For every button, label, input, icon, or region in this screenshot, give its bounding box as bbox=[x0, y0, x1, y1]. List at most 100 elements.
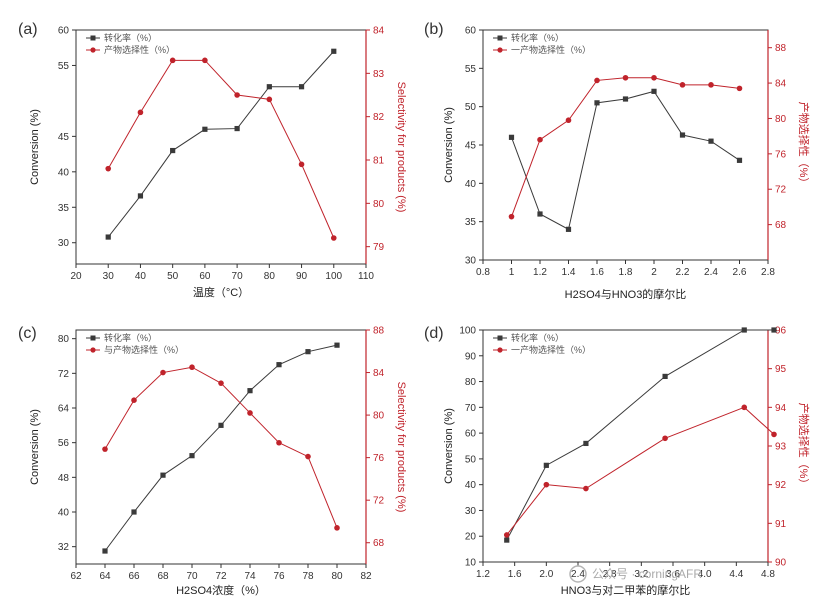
data-point-conversion bbox=[565, 226, 572, 232]
panel-label: (b) bbox=[424, 21, 444, 38]
panel-c: (c) 62 64 66 68 70 72 74 76 78 80 82 32 40 48 56 64 72 80 6… bbox=[18, 325, 407, 597]
data-point-selectivity bbox=[565, 117, 572, 124]
legend-label: 产物选择性（%） bbox=[104, 44, 175, 55]
y-left-tick-label: 45 bbox=[465, 141, 477, 152]
y-left-tick-label: 60 bbox=[465, 26, 477, 37]
y-right-tick-label: 96 bbox=[775, 326, 787, 337]
data-point-selectivity bbox=[102, 446, 108, 452]
data-point-conversion bbox=[189, 453, 195, 459]
data-point-selectivity bbox=[202, 57, 208, 64]
data-point-conversion bbox=[305, 349, 311, 355]
data-point-selectivity bbox=[160, 369, 166, 376]
y-right-tick-label: 83 bbox=[373, 69, 385, 80]
y-left-tick-label: 35 bbox=[465, 217, 477, 228]
y-left-tick-label: 48 bbox=[58, 473, 70, 484]
legend-label: 转化率（%） bbox=[104, 332, 157, 343]
x-tick-label: 80 bbox=[331, 571, 343, 582]
y-right-tick-label: 92 bbox=[775, 480, 787, 491]
data-point-selectivity bbox=[137, 109, 144, 116]
x-tick-label: 4.4 bbox=[729, 569, 743, 580]
data-point-conversion bbox=[218, 422, 224, 428]
y-left-axis-title: Conversion (%) bbox=[443, 408, 455, 484]
x-tick-label: 50 bbox=[167, 271, 179, 282]
legend-marker-selectivity bbox=[497, 347, 503, 353]
watermark: 公众号 · corningAFR bbox=[569, 565, 702, 583]
y-right-axis-title: Selectivity for products (%) bbox=[395, 382, 407, 513]
y-left-tick-label: 60 bbox=[58, 26, 70, 37]
y-right-tick-label: 90 bbox=[775, 558, 787, 569]
y-left-tick-label: 45 bbox=[58, 132, 70, 143]
y-right-tick-label: 88 bbox=[775, 43, 787, 54]
data-point-selectivity bbox=[583, 485, 589, 492]
data-point-selectivity bbox=[305, 453, 311, 460]
legend-label: 与产物选择性（%） bbox=[104, 344, 184, 355]
x-tick-label: 72 bbox=[215, 571, 227, 582]
data-point-conversion bbox=[170, 147, 176, 154]
series-line-selectivity bbox=[506, 406, 775, 536]
data-point-conversion bbox=[266, 84, 272, 90]
y-left-tick-label: 40 bbox=[58, 167, 70, 178]
data-point-conversion bbox=[679, 132, 686, 138]
y-left-tick-label: 72 bbox=[58, 369, 70, 380]
y-left-tick-label: 80 bbox=[465, 377, 477, 388]
data-point-selectivity bbox=[266, 96, 273, 103]
x-tick-label: 82 bbox=[360, 571, 372, 582]
panel-b: (b) 0.8 1 1.2 1.4 1.6 1.8 2 2.2 2.4 2.6 2.8 30 35 40 45… bbox=[424, 21, 811, 301]
x-tick-label: 62 bbox=[70, 571, 82, 582]
legend-label: 转化率（%） bbox=[104, 32, 157, 43]
data-point-conversion bbox=[543, 462, 549, 468]
panel-label: (c) bbox=[18, 325, 37, 342]
x-axis-title: H2SO4浓度（%） bbox=[176, 583, 266, 597]
x-tick-label: 20 bbox=[70, 271, 82, 282]
data-point-selectivity bbox=[651, 74, 657, 81]
data-point-selectivity bbox=[131, 397, 137, 404]
data-point-selectivity bbox=[234, 92, 240, 98]
data-point-selectivity bbox=[708, 82, 714, 88]
x-tick-label: 4.0 bbox=[698, 569, 712, 580]
data-point-selectivity bbox=[594, 77, 600, 84]
x-tick-label: 78 bbox=[302, 571, 314, 582]
y-left-tick-label: 64 bbox=[58, 404, 70, 415]
data-point-selectivity bbox=[543, 481, 550, 488]
y-left-tick-label: 30 bbox=[465, 506, 477, 517]
legend-label: 一产物选择性（%） bbox=[511, 44, 591, 55]
data-point-selectivity bbox=[736, 85, 743, 92]
x-axis-title: 温度（°C） bbox=[193, 285, 249, 299]
data-point-selectivity bbox=[330, 235, 337, 241]
y-left-tick-label: 35 bbox=[58, 203, 70, 214]
y-right-tick-label: 95 bbox=[775, 364, 787, 375]
legend-marker-selectivity bbox=[90, 347, 96, 353]
x-tick-label: 1 bbox=[509, 267, 515, 278]
x-tick-label: 66 bbox=[128, 571, 140, 582]
x-tick-label: 76 bbox=[273, 571, 285, 582]
x-tick-label: 2.6 bbox=[733, 267, 747, 278]
y-right-axis-title: 产物选择性（%） bbox=[797, 102, 811, 189]
data-point-conversion bbox=[736, 157, 743, 163]
y-right-tick-label: 84 bbox=[373, 26, 385, 37]
series-line-conversion bbox=[506, 329, 774, 541]
data-point-conversion bbox=[651, 88, 657, 94]
y-left-tick-label: 50 bbox=[465, 102, 477, 113]
data-point-conversion bbox=[276, 362, 282, 368]
legend-label: 一产物选择性（%） bbox=[511, 344, 591, 355]
data-point-selectivity bbox=[169, 57, 176, 64]
y-left-tick-label: 20 bbox=[465, 532, 477, 543]
y-right-tick-label: 84 bbox=[775, 79, 787, 90]
y-left-tick-label: 100 bbox=[459, 326, 476, 337]
x-tick-label: 2.2 bbox=[676, 267, 690, 278]
x-tick-label: 74 bbox=[244, 571, 256, 582]
x-tick-label: 2.8 bbox=[603, 569, 617, 580]
data-point-selectivity bbox=[771, 431, 777, 438]
y-left-axis-title: Conversion (%) bbox=[443, 107, 455, 183]
data-point-conversion bbox=[160, 472, 166, 478]
y-left-tick-label: 90 bbox=[465, 351, 477, 362]
y-right-tick-label: 68 bbox=[775, 220, 787, 231]
x-tick-label: 1.6 bbox=[590, 267, 604, 278]
data-point-conversion bbox=[105, 234, 111, 240]
wechat-icon bbox=[569, 565, 587, 583]
data-point-conversion bbox=[537, 211, 543, 217]
data-point-conversion bbox=[234, 125, 240, 132]
watermark-text: 公众号 · corningAFR bbox=[592, 567, 702, 581]
data-point-conversion bbox=[504, 537, 510, 543]
